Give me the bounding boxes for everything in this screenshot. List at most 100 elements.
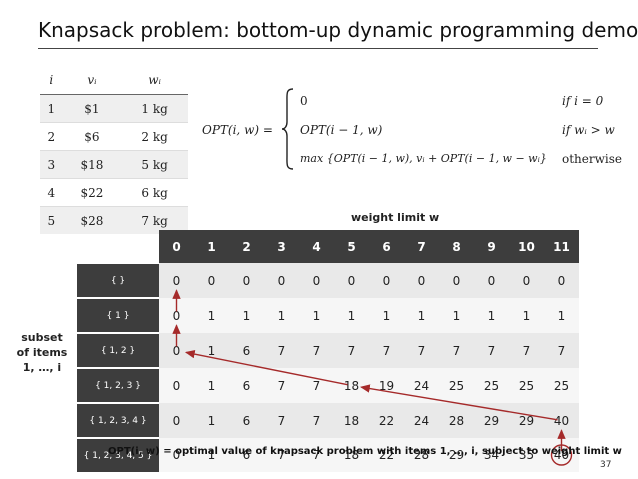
subset-row-header: { } xyxy=(77,262,159,298)
item-value: $1 xyxy=(62,94,122,123)
dp-cell: 0 xyxy=(194,263,229,298)
subset-axis-label: subset of items 1, …, i xyxy=(10,330,74,375)
dp-cell: 22 xyxy=(369,403,404,438)
weight-column-header: 2 xyxy=(229,230,264,263)
dp-cell: 0 xyxy=(229,263,264,298)
formula-brace xyxy=(281,88,294,170)
item-value: $6 xyxy=(62,122,122,151)
dp-row: { 1, 2, 3 } 0 1 6 7 7 18 19 24 25 25 25 25 xyxy=(77,367,579,403)
dp-cell: 22 xyxy=(369,438,404,472)
weight-column-header: 0 xyxy=(159,230,194,263)
dp-cell: 18 xyxy=(334,368,369,403)
dp-cell: 0 xyxy=(509,263,544,298)
formula-case-3-expr: max {OPT(i − 1, w), vᵢ + OPT(i − 1, w − … xyxy=(300,152,547,165)
dp-cell: 0 xyxy=(404,263,439,298)
dp-cell: 1 xyxy=(334,298,369,333)
weight-column-header: 6 xyxy=(369,230,404,263)
dp-cell: 40 xyxy=(544,403,579,438)
dp-cell: 24 xyxy=(404,403,439,438)
dp-cell: 7 xyxy=(404,333,439,368)
item-weight: 2 kg xyxy=(121,122,188,151)
dp-cell: 1 xyxy=(544,298,579,333)
dp-row: { 1, 2, 3, 4, 5 } 0 1 6 7 7 18 22 28 29 34 35 40 xyxy=(77,437,579,472)
item-index: 3 xyxy=(40,150,63,179)
dp-cell: 7 xyxy=(299,403,334,438)
subset-row-header: { 1 } xyxy=(77,297,159,333)
weight-column-header: 4 xyxy=(299,230,334,263)
item-table: i vᵢ wᵢ 1 $1 1 kg 2 $6 2 kg 3 $18 5 kg 4 $22 6 k… xyxy=(40,66,188,234)
dp-row: { 1, 2, 3, 4 } 0 1 6 7 7 18 22 24 28 29 29 40 xyxy=(77,402,579,438)
item-row: 3 $18 5 kg xyxy=(40,150,188,179)
dp-cell: 1 xyxy=(194,333,229,368)
dp-cell: 7 xyxy=(299,438,334,472)
item-index: 4 xyxy=(40,178,63,207)
weight-column-header: 11 xyxy=(544,230,579,263)
dp-cell: 18 xyxy=(334,403,369,438)
dp-cell: 1 xyxy=(439,298,474,333)
dp-cell: 0 xyxy=(159,263,194,298)
dp-cell: 25 xyxy=(439,368,474,403)
dp-cell: 6 xyxy=(229,333,264,368)
weight-column-header: 8 xyxy=(439,230,474,263)
item-row: 4 $22 6 kg xyxy=(40,178,188,207)
dp-cell: 0 xyxy=(439,263,474,298)
dp-cell: 1 xyxy=(194,403,229,438)
dp-cell: 0 xyxy=(334,263,369,298)
weight-axis-label: weight limit w xyxy=(351,211,440,224)
dp-cell: 7 xyxy=(299,333,334,368)
dp-cell: 0 xyxy=(159,438,194,472)
dp-cell: 1 xyxy=(264,298,299,333)
dp-cell: 6 xyxy=(229,368,264,403)
item-weight: 6 kg xyxy=(121,178,188,207)
weight-column-header: 5 xyxy=(334,230,369,263)
formula-case-1-cond: if i = 0 xyxy=(562,94,604,108)
dp-cell: 0 xyxy=(159,298,194,333)
dp-cell: 7 xyxy=(299,368,334,403)
dp-cell: 25 xyxy=(544,368,579,403)
dp-cell: 0 xyxy=(264,263,299,298)
dp-cell: 28 xyxy=(404,438,439,472)
dp-cell: 7 xyxy=(509,333,544,368)
formula-case-2-cond: if wᵢ > w xyxy=(562,123,615,137)
item-value: $22 xyxy=(62,178,122,207)
page-number: 37 xyxy=(600,460,612,470)
dp-cell: 7 xyxy=(474,333,509,368)
dp-cell: 29 xyxy=(509,403,544,438)
dp-cell: 34 xyxy=(474,438,509,472)
dp-cell: 35 xyxy=(509,438,544,472)
weight-column-header: 10 xyxy=(509,230,544,263)
dp-cell: 0 xyxy=(159,333,194,368)
item-index: 1 xyxy=(40,94,63,123)
subset-axis-label-line: 1, …, i xyxy=(22,361,62,374)
footer-definition: OPT(i, w) = optimal value of knapsack pr… xyxy=(108,446,622,457)
item-value: $28 xyxy=(62,206,122,234)
dp-cell: 29 xyxy=(439,438,474,472)
dp-cell: 7 xyxy=(264,438,299,472)
dp-cell: 1 xyxy=(404,298,439,333)
weight-column-header: 1 xyxy=(194,230,229,263)
dp-cell: 7 xyxy=(334,333,369,368)
dp-cell: 7 xyxy=(264,403,299,438)
subset-row-header: { 1, 2, 3, 4 } xyxy=(77,402,159,438)
dp-cell: 0 xyxy=(159,368,194,403)
dp-cell: 19 xyxy=(369,368,404,403)
formula-lhs: OPT(i, w) = xyxy=(202,123,273,137)
item-index: 5 xyxy=(40,206,63,234)
subset-row-header: { 1, 2, 3, 4, 5 } xyxy=(77,437,159,472)
dp-row: { } 0 0 0 0 0 0 0 0 0 0 0 0 xyxy=(77,262,579,298)
item-row: 5 $28 7 kg xyxy=(40,206,188,234)
weight-column-header: 9 xyxy=(474,230,509,263)
dp-cell: 25 xyxy=(509,368,544,403)
dp-cell: 0 xyxy=(369,263,404,298)
item-weight: 5 kg xyxy=(121,150,188,179)
dp-row: { 1 } 0 1 1 1 1 1 1 1 1 1 1 1 xyxy=(77,297,579,333)
dp-cell: 6 xyxy=(229,438,264,472)
weight-column-header: 3 xyxy=(264,230,299,263)
formula-case-1-expr: 0 xyxy=(300,94,308,108)
item-header-weight: wᵢ xyxy=(121,66,188,95)
subset-row-header: { 1, 2 } xyxy=(77,332,159,368)
dp-cell: 1 xyxy=(299,298,334,333)
dp-cell: 7 xyxy=(439,333,474,368)
item-weight: 7 kg xyxy=(121,206,188,234)
dp-cell: 7 xyxy=(369,333,404,368)
